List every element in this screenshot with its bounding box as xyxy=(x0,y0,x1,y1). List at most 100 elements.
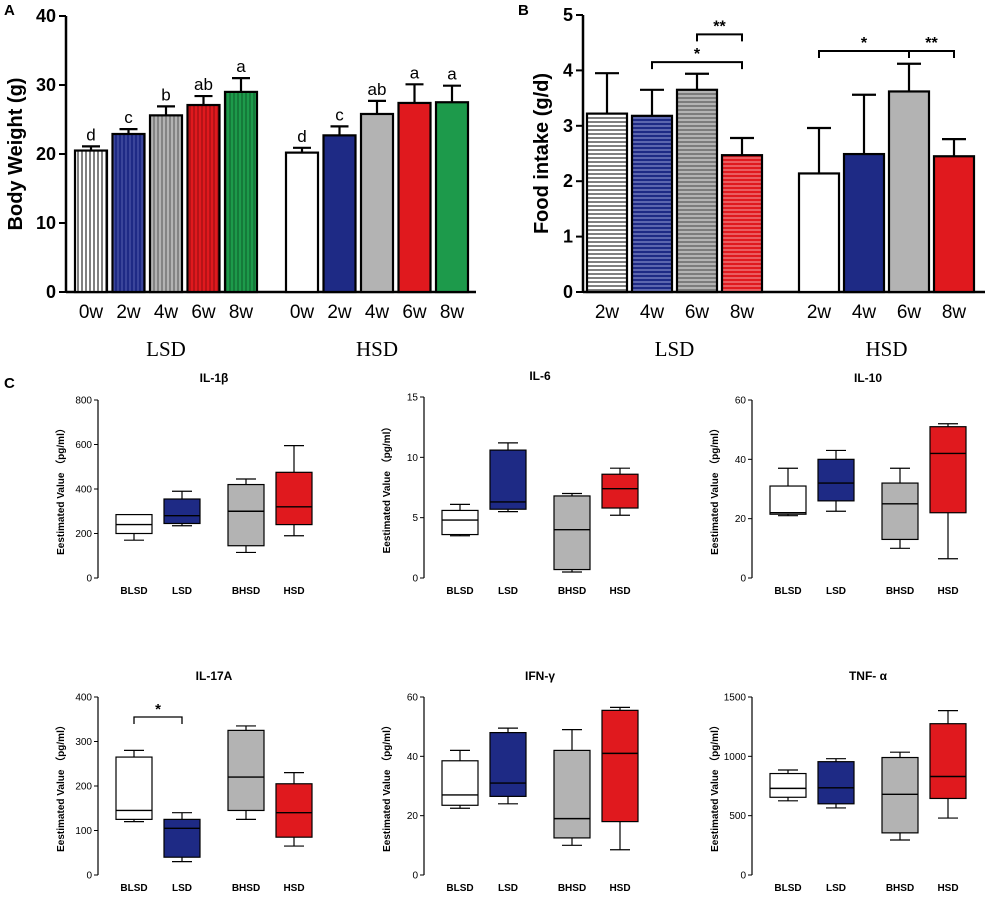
a-x-tick-label: 2w xyxy=(116,302,141,323)
c-y-tick-label: 1000 xyxy=(724,752,747,763)
c-y-tick-label: 100 xyxy=(75,826,92,837)
c-panel-title: IL-6 xyxy=(529,369,551,383)
c-y-tick-label: 0 xyxy=(412,574,418,585)
c-x-tick-label: BLSD xyxy=(120,883,147,894)
b-sig-label: ** xyxy=(925,35,938,52)
c-y-label: Eestimated Value （pg/ml） xyxy=(380,720,393,852)
b-x-tick-label: 4w xyxy=(640,302,665,323)
b-y-tick-label: 3 xyxy=(563,116,573,136)
c-y-label: Eestimated Value （pg/ml） xyxy=(380,422,393,554)
c-box-blsd xyxy=(769,772,807,798)
c-x-tick-label: BLSD xyxy=(120,586,147,597)
a-bar-lsd-8w xyxy=(223,90,259,294)
c-x-tick-label: BHSD xyxy=(558,586,586,597)
b-group-label-hsd: HSD xyxy=(865,337,907,361)
c-x-tick-label: HSD xyxy=(937,883,958,894)
c-x-tick-label: LSD xyxy=(172,883,192,894)
c-y-tick-label: 400 xyxy=(75,485,92,496)
b-x-tick-label: 4w xyxy=(852,302,877,323)
c-box-blsd xyxy=(441,760,479,806)
b-x-tick-label: 6w xyxy=(897,302,922,323)
c-y-tick-label: 0 xyxy=(412,871,418,882)
b-bar-lsd-8w xyxy=(720,154,764,294)
c-x-tick-label: BLSD xyxy=(446,883,473,894)
c-box-hsd xyxy=(929,723,967,800)
c-x-tick-label: LSD xyxy=(498,586,518,597)
c-x-tick-label: HSD xyxy=(937,586,958,597)
a-group-label-hsd: HSD xyxy=(356,337,398,361)
a-bar-lsd-4w xyxy=(148,114,184,294)
a-bar-lsd-2w xyxy=(111,132,146,294)
b-y-tick-label: 2 xyxy=(563,171,573,191)
a-bar-lsd-0w xyxy=(73,149,109,294)
c-panel-tnf: TNF- α 0 500 1000 1500 Eestimated Value （pg/m… xyxy=(708,669,967,894)
b-bar-hsd-4w xyxy=(842,152,886,294)
c-x-tick-label: HSD xyxy=(283,586,304,597)
b-y-label: Food intake (g/d) xyxy=(531,73,553,234)
chart-a-body-weight: 0 10 20 30 40 Body Weight (g) d 0w c 2w b 4w ab 6w a 8w… xyxy=(5,6,476,361)
c-panel-il-10: IL-10 0 20 40 60 Eestimated Value （pg/ml） BLSD… xyxy=(708,371,967,597)
a-y-tick-label: 40 xyxy=(36,6,56,26)
c-x-tick-label: LSD xyxy=(826,586,846,597)
c-x-tick-label: BHSD xyxy=(886,883,914,894)
c-y-label: Eestimated Value （pg/ml） xyxy=(54,423,67,555)
c-y-tick-label: 15 xyxy=(407,393,419,404)
a-x-tick-label: 0w xyxy=(290,302,315,323)
b-y-tick-label: 5 xyxy=(563,5,573,25)
b-sig-label: * xyxy=(694,46,701,63)
c-panel-title: IL-1β xyxy=(200,371,229,385)
a-y-tick-label: 10 xyxy=(36,213,56,233)
b-bar-lsd-2w xyxy=(585,112,629,294)
c-y-label: Eestimated Value （pg/ml） xyxy=(708,720,721,852)
a-y-tick-label: 30 xyxy=(36,75,56,95)
c-x-tick-label: HSD xyxy=(283,883,304,894)
c-y-tick-label: 40 xyxy=(407,752,419,763)
b-bar-hsd-2w xyxy=(797,172,841,294)
b-y-tick-label: 4 xyxy=(563,60,573,80)
c-y-tick-label: 600 xyxy=(75,440,92,451)
b-bar-hsd-8w xyxy=(932,155,976,294)
c-panel-title: IFN-γ xyxy=(525,669,555,683)
a-y-label: Body Weight (g) xyxy=(5,78,27,231)
c-box-lsd xyxy=(489,731,527,797)
a-x-tick-label: 0w xyxy=(79,302,104,323)
b-x-tick-label: 6w xyxy=(685,302,710,323)
c-y-tick-label: 10 xyxy=(407,453,419,464)
c-panel-title: TNF- α xyxy=(849,669,888,683)
c-box-hsd xyxy=(275,783,313,838)
c-box-hsd xyxy=(601,709,639,823)
a-y-tick-label: 0 xyxy=(46,282,56,302)
c-y-tick-label: 200 xyxy=(75,529,92,540)
a-sig-letter: ab xyxy=(368,80,387,99)
c-y-tick-label: 0 xyxy=(740,871,746,882)
a-x-tick-label: 6w xyxy=(402,302,427,323)
a-sig-letter: a xyxy=(410,63,420,82)
c-y-tick-label: 60 xyxy=(407,693,419,704)
c-box-blsd xyxy=(441,509,479,536)
b-y-tick-label: 0 xyxy=(563,282,573,302)
c-box-bhsd xyxy=(227,483,265,547)
c-box-lsd xyxy=(817,458,855,502)
a-sig-letter: d xyxy=(297,127,306,146)
a-bar-lsd-6w xyxy=(186,103,221,294)
c-panel-il-6: IL-6 0 5 10 15 Eestimated Value （pg/ml） BLSD LS… xyxy=(380,369,639,597)
b-sig-label: ** xyxy=(713,18,726,35)
a-x-tick-label: 6w xyxy=(191,302,216,323)
c-x-tick-label: BLSD xyxy=(446,586,473,597)
c-box-bhsd xyxy=(881,482,919,541)
chart-b-food-intake: 0 1 2 3 4 5 Food intake (g/d) 2w 4w 6w 8w LSD 2w 4w 6w… xyxy=(531,5,985,361)
b-x-tick-label: 8w xyxy=(730,302,755,323)
c-box-lsd xyxy=(489,449,527,510)
a-sig-letter: a xyxy=(236,57,246,76)
a-bar-hsd-6w xyxy=(397,101,432,294)
b-y-tick-label: 1 xyxy=(563,227,573,247)
b-bar-hsd-6w xyxy=(887,90,931,294)
c-box-lsd xyxy=(163,498,201,525)
c-x-tick-label: HSD xyxy=(609,883,630,894)
a-bar-hsd-8w xyxy=(434,101,470,294)
c-y-tick-label: 40 xyxy=(735,455,747,466)
a-x-tick-label: 4w xyxy=(154,302,179,323)
b-x-tick-label: 8w xyxy=(942,302,967,323)
c-x-tick-label: BLSD xyxy=(774,883,801,894)
